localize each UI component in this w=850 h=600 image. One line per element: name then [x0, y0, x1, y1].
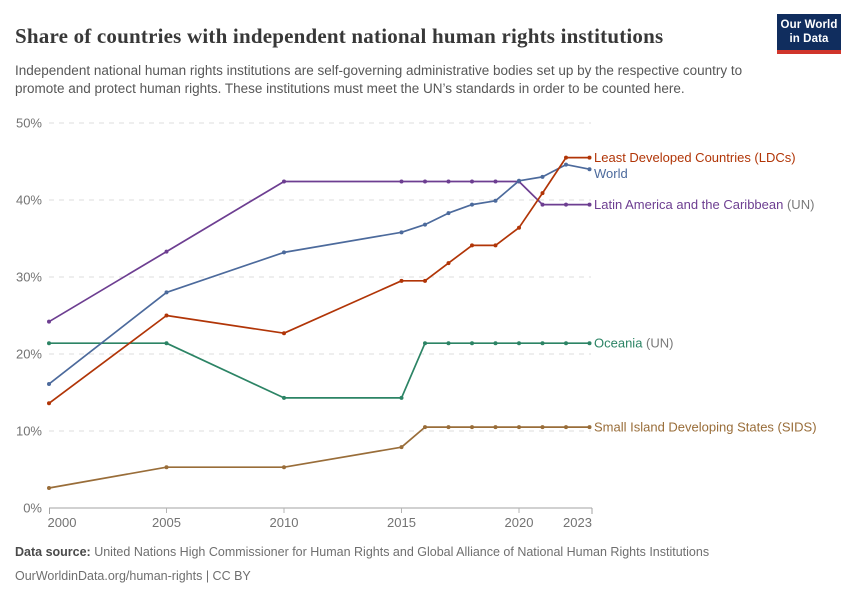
data-point-oceania-2015	[399, 395, 404, 400]
data-point-world-2005	[164, 290, 169, 295]
data-point-small-island-developing-states-sids-2023	[587, 425, 592, 430]
data-point-latin-america-and-the-caribbean-2005	[164, 249, 169, 254]
data-point-least-developed-countries-ldcs-2022	[564, 155, 568, 160]
data-point-small-island-developing-states-sids-2020	[517, 425, 521, 430]
data-point-small-island-developing-states-sids-2005	[164, 465, 169, 470]
data-point-latin-america-and-the-caribbean-2017	[446, 179, 451, 184]
data-point-latin-america-and-the-caribbean-2022	[564, 202, 568, 207]
data-point-world-2022	[564, 162, 568, 167]
data-point-world-2016	[423, 222, 427, 227]
data-point-small-island-developing-states-sids-2019	[493, 425, 498, 430]
data-point-small-island-developing-states-sids-2017	[446, 425, 451, 430]
data-point-world-2019	[493, 198, 498, 203]
series-line-world[interactable]	[48, 163, 591, 385]
line-chart[interactable]: 0% 10% 20% 30% 40% 50% 2000 2005 2010 2015 2020 202…	[0, 110, 850, 538]
data-point-world-2018	[470, 202, 474, 207]
x-tick-label-2000: 2000	[48, 515, 77, 530]
data-point-small-island-developing-states-sids-2021	[540, 425, 545, 430]
data-point-least-developed-countries-ldcs-2017	[446, 261, 451, 266]
data-point-least-developed-countries-ldcs-2015	[399, 278, 404, 283]
y-tick-label-10: 10%	[16, 424, 42, 439]
owid-logo-line1: Our World	[780, 19, 838, 31]
data-point-latin-america-and-the-caribbean-2023	[587, 202, 592, 207]
data-point-world-2021	[540, 174, 545, 179]
legend-label-world[interactable]: World	[594, 166, 628, 181]
data-point-latin-america-and-the-caribbean-2000	[47, 319, 51, 324]
page-title: Share of countries with independent nati…	[15, 24, 664, 49]
owid-logo-box: Our World in Data	[777, 14, 841, 51]
data-point-world-2000	[47, 382, 51, 387]
data-point-oceania-2000	[47, 341, 51, 346]
data-point-least-developed-countries-ldcs-2016	[423, 278, 427, 283]
data-point-least-developed-countries-ldcs-2020	[517, 225, 521, 230]
data-point-least-developed-countries-ldcs-2005	[164, 313, 169, 318]
data-point-small-island-developing-states-sids-2018	[470, 425, 474, 430]
data-point-oceania-2010	[282, 395, 286, 400]
series-line-oceania[interactable]	[48, 342, 591, 399]
data-point-least-developed-countries-ldcs-2018	[470, 243, 474, 248]
chart-footer: Data source: United Nations High Commiss…	[15, 544, 835, 585]
y-tick-label-20: 20%	[16, 347, 42, 362]
data-point-world-2020	[517, 178, 521, 183]
data-point-latin-america-and-the-caribbean-2016	[423, 179, 427, 184]
x-tick-label-2023: 2023	[563, 515, 592, 530]
data-point-oceania-2016	[423, 341, 427, 346]
data-point-oceania-2019	[493, 341, 498, 346]
data-source-line: Data source: United Nations High Commiss…	[15, 544, 835, 561]
legend-label-latin-america-and-the-caribbean[interactable]: Latin America and the Caribbean (UN)	[594, 197, 814, 212]
data-point-oceania-2021	[540, 341, 545, 346]
data-point-small-island-developing-states-sids-2015	[399, 445, 404, 450]
data-point-latin-america-and-the-caribbean-2018	[470, 179, 474, 184]
data-point-least-developed-countries-ldcs-2023	[587, 155, 592, 160]
x-tick-label-2015: 2015	[387, 515, 416, 530]
owid-logo-line2: in Data	[789, 32, 829, 45]
data-source-text: United Nations High Commissioner for Hum…	[90, 545, 710, 559]
data-source-label: Data source:	[15, 545, 91, 559]
data-point-small-island-developing-states-sids-2000	[47, 485, 51, 490]
attribution-line: OurWorldinData.org/human-rights | CC BY	[15, 568, 251, 583]
data-point-least-developed-countries-ldcs-2000	[47, 401, 51, 406]
data-point-least-developed-countries-ldcs-2021	[540, 191, 545, 196]
y-tick-label-40: 40%	[16, 193, 42, 208]
data-point-latin-america-and-the-caribbean-2010	[282, 179, 286, 184]
y-tick-label-50: 50%	[16, 116, 42, 131]
series-line-small-island-developing-states-sids[interactable]	[48, 426, 591, 489]
owid-logo: Our World in Data	[777, 14, 841, 55]
data-point-world-2010	[282, 250, 286, 255]
data-point-least-developed-countries-ldcs-2010	[282, 331, 286, 336]
series-line-least-developed-countries-ldcs[interactable]	[48, 156, 591, 405]
legend-label-least-developed-countries-ldcs[interactable]: Least Developed Countries (LDCs)	[594, 150, 796, 165]
chart-subtitle: Independent national human rights instit…	[15, 62, 743, 97]
x-tick-label-2010: 2010	[270, 515, 299, 530]
data-point-latin-america-and-the-caribbean-2015	[399, 179, 404, 184]
data-point-oceania-2023	[587, 341, 592, 346]
data-point-small-island-developing-states-sids-2010	[282, 465, 286, 470]
data-point-small-island-developing-states-sids-2022	[564, 425, 568, 430]
data-point-latin-america-and-the-caribbean-2019	[493, 179, 498, 184]
data-point-oceania-2018	[470, 341, 474, 346]
data-point-world-2017	[446, 211, 451, 216]
legend-label-small-island-developing-states-sids[interactable]: Small Island Developing States (SIDS)	[594, 420, 817, 435]
data-point-oceania-2020	[517, 341, 521, 346]
x-tick-label-2005: 2005	[152, 515, 181, 530]
x-tick-label-2020: 2020	[505, 515, 534, 530]
owid-logo-stripe	[777, 50, 841, 55]
y-tick-label-0: 0%	[23, 501, 42, 516]
series-line-latin-america-and-the-caribbean[interactable]	[48, 180, 591, 323]
data-point-oceania-2017	[446, 341, 451, 346]
data-point-least-developed-countries-ldcs-2019	[493, 243, 498, 248]
data-point-latin-america-and-the-caribbean-2021	[540, 202, 545, 207]
data-point-oceania-2022	[564, 341, 568, 346]
data-point-world-2023	[587, 167, 592, 172]
data-point-small-island-developing-states-sids-2016	[423, 425, 427, 430]
legend-label-oceania[interactable]: Oceania (UN)	[594, 336, 673, 351]
data-point-world-2015	[399, 230, 404, 235]
data-point-oceania-2005	[164, 341, 169, 346]
y-tick-label-30: 30%	[16, 270, 42, 285]
